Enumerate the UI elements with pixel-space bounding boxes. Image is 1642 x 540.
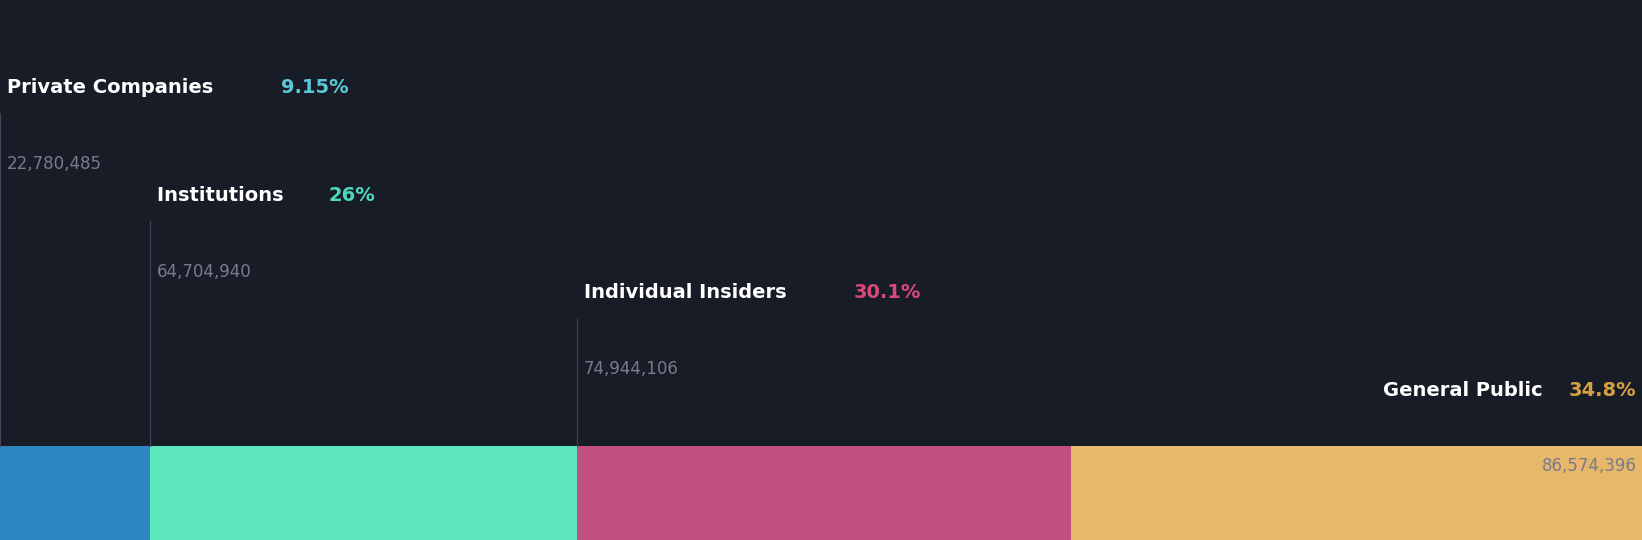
- Text: 86,574,396: 86,574,396: [1542, 457, 1637, 475]
- Bar: [578, 446, 1072, 540]
- Text: General Public: General Public: [1383, 381, 1548, 400]
- Text: 34.8%: 34.8%: [1568, 381, 1637, 400]
- Text: 9.15%: 9.15%: [281, 78, 350, 97]
- Text: 22,780,485: 22,780,485: [7, 155, 102, 173]
- Bar: [0, 446, 151, 540]
- Text: Private Companies: Private Companies: [7, 78, 220, 97]
- Bar: [1072, 446, 1642, 540]
- Bar: [151, 446, 578, 540]
- Text: Individual Insiders: Individual Insiders: [585, 284, 793, 302]
- Text: 74,944,106: 74,944,106: [585, 360, 678, 378]
- Text: 26%: 26%: [328, 186, 376, 205]
- Text: Institutions: Institutions: [158, 186, 291, 205]
- Text: 64,704,940: 64,704,940: [158, 263, 251, 281]
- Text: 30.1%: 30.1%: [854, 284, 921, 302]
